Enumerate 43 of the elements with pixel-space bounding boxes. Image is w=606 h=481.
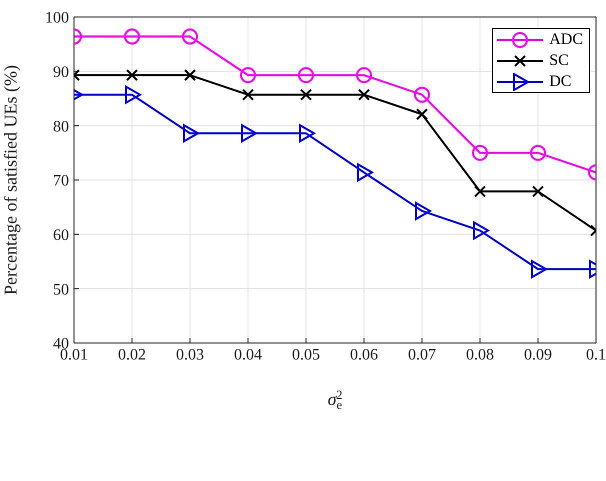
x-tick-label: 0.07 bbox=[408, 346, 436, 364]
point bbox=[415, 202, 431, 220]
y-axis-title: Percentage of satisfied UEs (%) bbox=[0, 65, 20, 295]
point bbox=[473, 222, 489, 240]
y-tick-label: 80 bbox=[53, 118, 69, 136]
y-tick-label: 100 bbox=[45, 10, 69, 27]
x-tick-label: 0.05 bbox=[292, 346, 320, 364]
point bbox=[126, 69, 138, 82]
x-tick-label: 0.1 bbox=[586, 346, 606, 364]
point bbox=[125, 86, 141, 104]
legend-label: SC bbox=[549, 52, 569, 70]
point bbox=[357, 163, 373, 182]
point bbox=[242, 88, 254, 101]
point bbox=[183, 124, 199, 142]
point bbox=[416, 108, 428, 120]
point bbox=[124, 28, 140, 45]
point bbox=[472, 144, 488, 161]
legend-label: DC bbox=[549, 72, 572, 90]
point bbox=[241, 124, 257, 142]
point bbox=[474, 185, 486, 198]
y-tick-label: 70 bbox=[53, 172, 69, 190]
x-tick-label: 0.02 bbox=[118, 346, 146, 364]
x-tick-label: 0.04 bbox=[234, 346, 262, 364]
point bbox=[532, 185, 544, 198]
y-tick-label: 60 bbox=[53, 227, 69, 244]
point bbox=[299, 124, 315, 142]
y-tick-label: 90 bbox=[53, 64, 69, 82]
x-tick-label: 0.06 bbox=[350, 346, 378, 364]
x-tick-label: 0.03 bbox=[176, 346, 204, 364]
point bbox=[298, 67, 314, 84]
legend-label: ADC bbox=[549, 30, 583, 48]
x-tick-label: 0.08 bbox=[466, 346, 494, 364]
point bbox=[530, 144, 546, 161]
point bbox=[184, 69, 196, 82]
x-tick-label: 0.09 bbox=[524, 346, 552, 364]
point bbox=[531, 260, 547, 278]
point bbox=[356, 67, 372, 84]
point bbox=[300, 88, 312, 101]
point bbox=[358, 88, 370, 101]
point bbox=[414, 86, 430, 103]
y-tick-label: 50 bbox=[53, 281, 69, 298]
point bbox=[240, 67, 256, 84]
point bbox=[182, 28, 198, 45]
